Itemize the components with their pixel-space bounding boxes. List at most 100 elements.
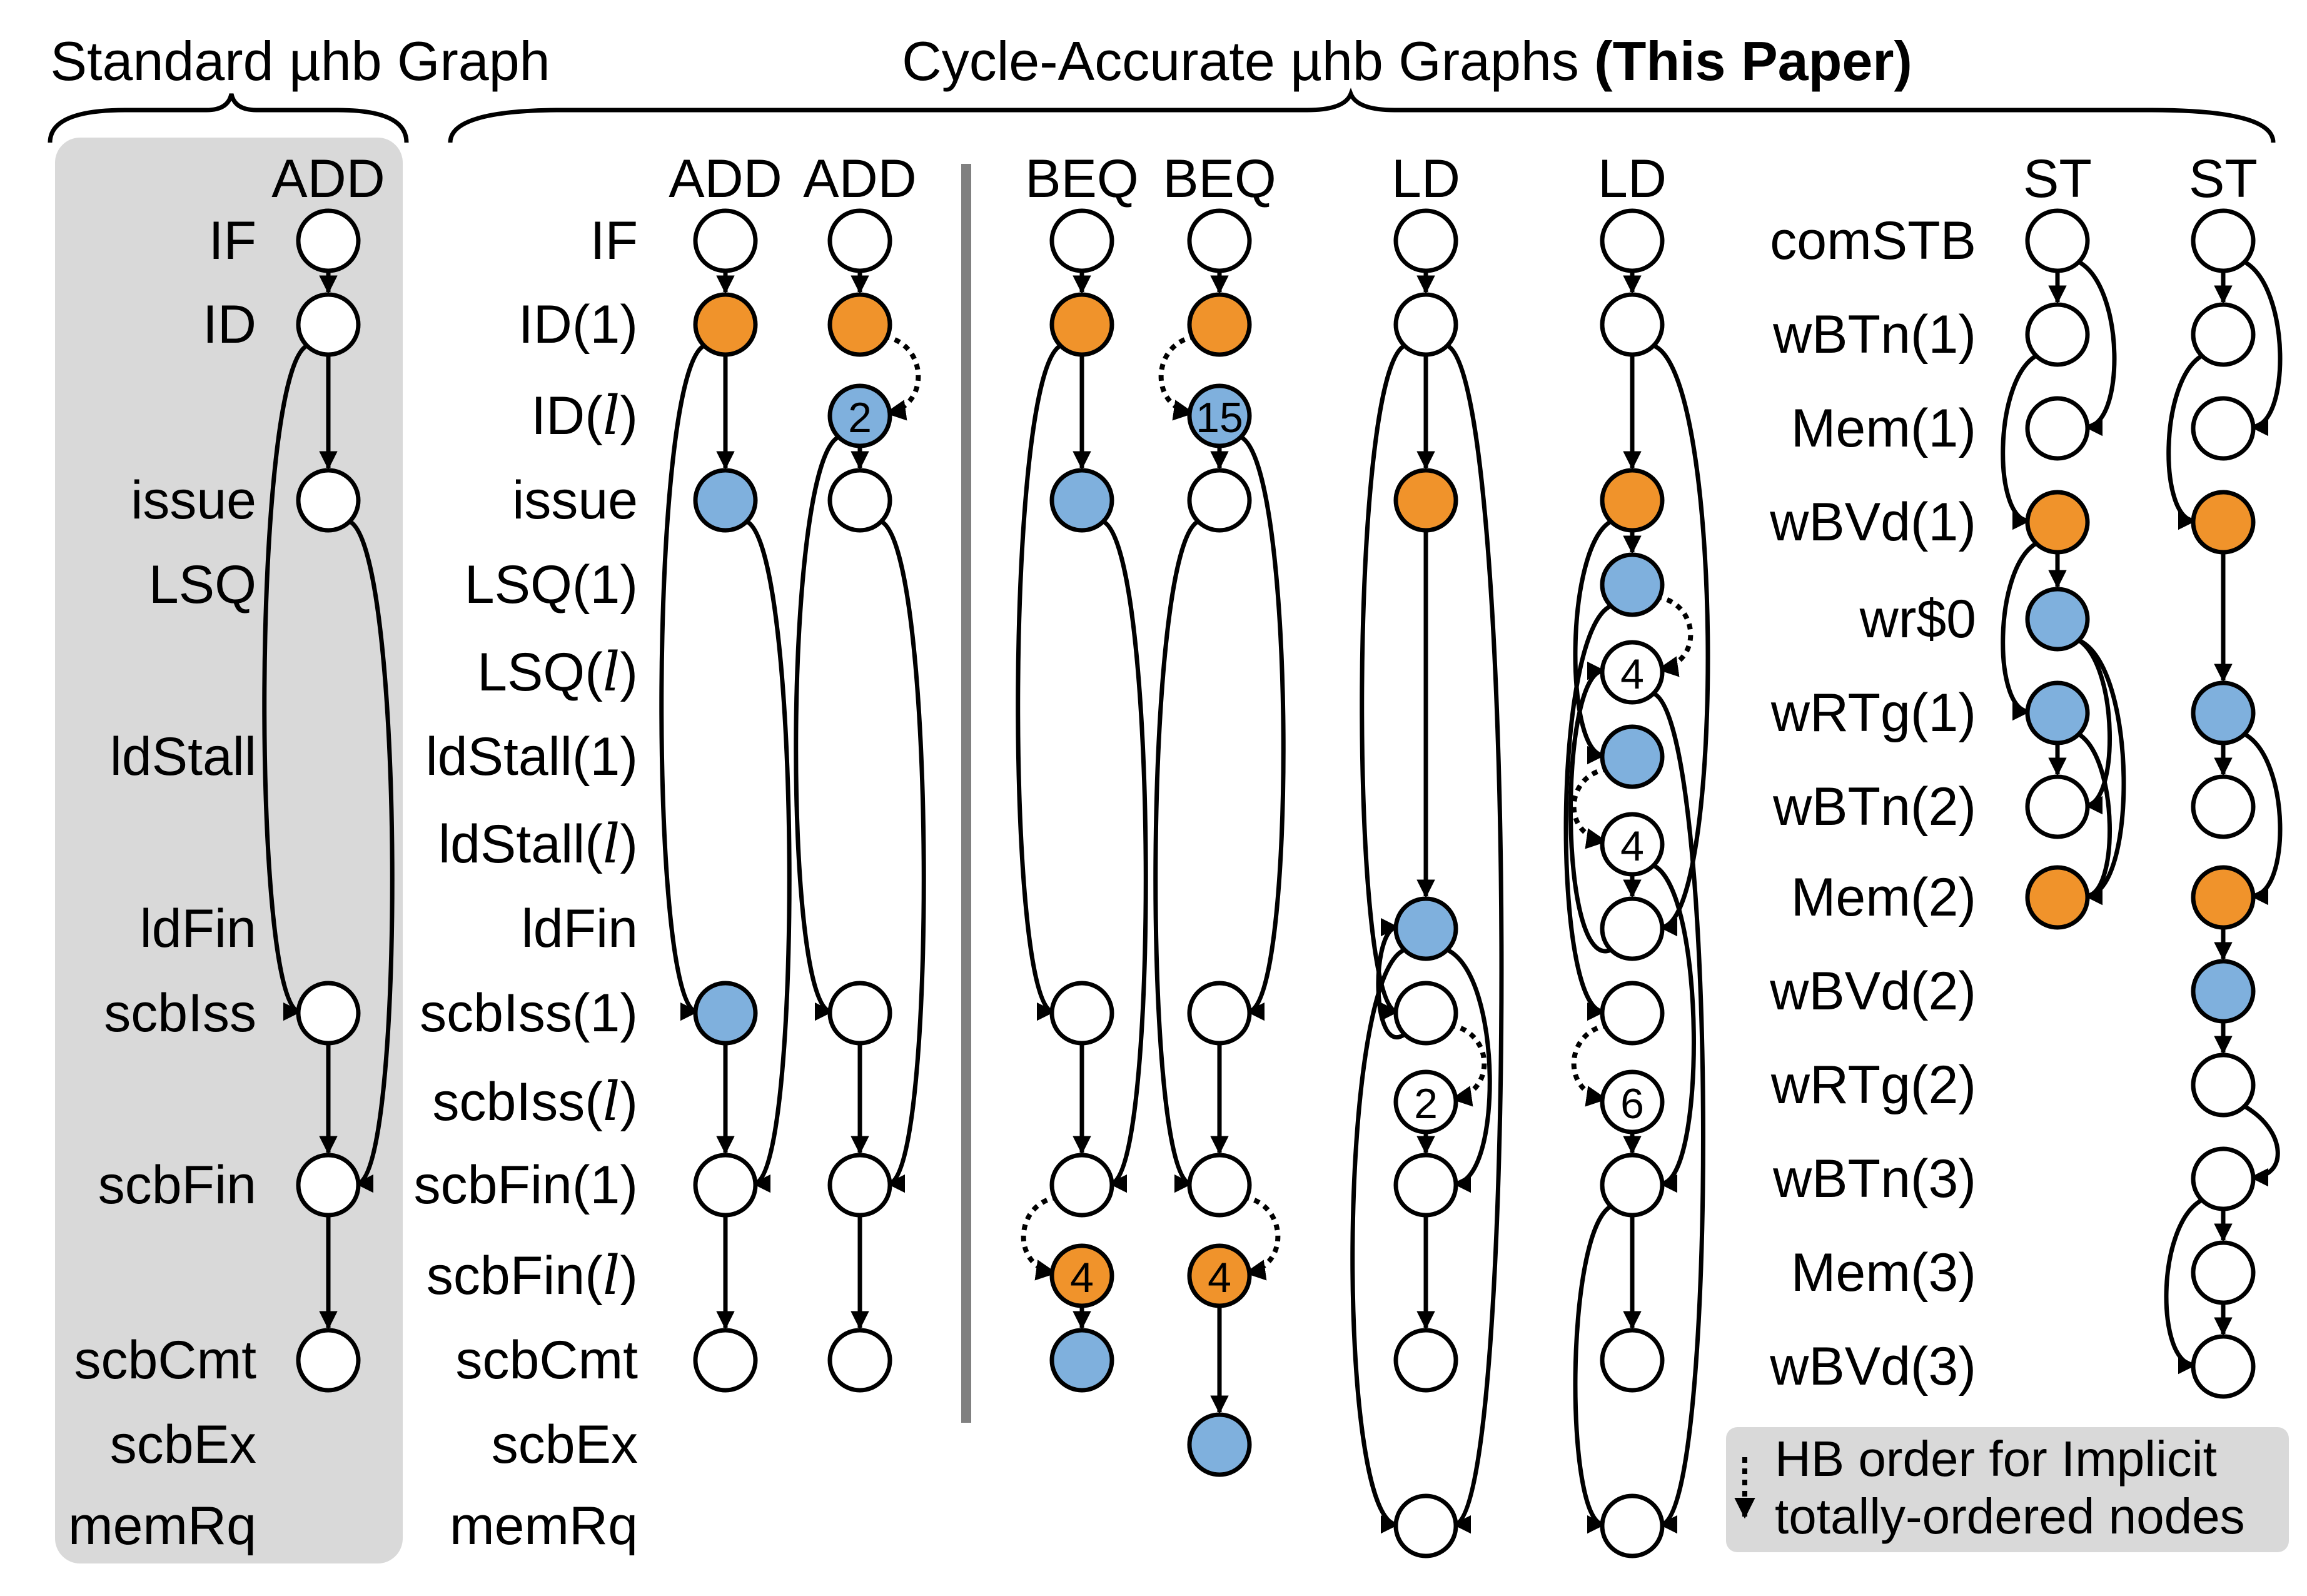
row-label-store-12: wBVd(3) — [1769, 1336, 1976, 1396]
legend: HB order for Implicit totally-ordered no… — [1726, 1427, 2289, 1552]
row-label-cycle-8: ldFin — [522, 899, 638, 959]
node-s1_7 — [2025, 865, 2090, 930]
node-l1_IF — [1393, 208, 1458, 273]
column-label-beq2: BEQ — [1163, 149, 1276, 209]
edge-s2_5-to-s2_7 — [2243, 732, 2283, 906]
row-label-cycle-10: scbIss(l) — [432, 1071, 638, 1133]
edge-l1_ID-to-l1_memRq — [1445, 343, 1504, 1533]
row-label-store-6: wBTn(2) — [1772, 777, 1976, 837]
edge-l2_ldFin-to-l2_LSQl — [1568, 662, 1612, 954]
node-s1_2 — [2025, 396, 2090, 461]
node-a2_scbFin — [827, 1153, 892, 1218]
edge-l2_scbFin-to-l2_memRq — [1573, 1204, 1613, 1534]
row-label-main-2: issue — [131, 470, 256, 530]
node-a1_IF — [693, 208, 758, 273]
node-b1_scbIss — [1049, 981, 1114, 1046]
node-a1_ID — [693, 292, 758, 357]
node-l1_scbFin — [1393, 1153, 1458, 1218]
node-a2_scbIss — [827, 981, 892, 1046]
row-label-cycle-12: scbFin(l) — [427, 1245, 638, 1307]
node-b1_ID — [1049, 292, 1114, 357]
row-label-main-0: IF — [209, 211, 256, 271]
node-s2_0 — [2191, 208, 2256, 273]
node-std_IF — [296, 208, 361, 273]
row-label-cycle-7: ldStall(l) — [438, 813, 638, 876]
cycle-accurate-title-text: Cycle-Accurate µhb Graphs — [902, 30, 1594, 92]
edge-a1_ID-to-a1_scbIss — [659, 343, 706, 1021]
legend-background — [1726, 1427, 2289, 1552]
edge-l2_LSQl-to-l2_memRq — [1652, 691, 1705, 1533]
row-label-cycle-3: issue — [512, 470, 638, 530]
edge-l2_LSQ1-to-l2_LSQl — [1655, 594, 1694, 677]
node-l1_scbIssl — [1393, 1069, 1458, 1134]
row-label-main-3: LSQ — [149, 555, 256, 615]
row-label-cycle-5: LSQ(l) — [477, 641, 638, 704]
node-count-l2_LSQl: 4 — [1620, 650, 1644, 698]
edge-a1_issue-to-a1_scbFin — [745, 519, 792, 1193]
edge-l1_ID-to-l1_scbIss — [1360, 343, 1406, 1021]
legend-line-2: totally-ordered nodes — [1775, 1488, 2245, 1544]
edge-s1_5-to-s1_7 — [2077, 732, 2113, 906]
row-label-main-6: scbIss — [104, 983, 256, 1043]
row-label-cycle-1: ID(1) — [518, 295, 638, 355]
edge-l2_ID-to-l2_ldFin — [1652, 343, 1710, 937]
row-label-cycle-0: IF — [590, 211, 638, 271]
node-b2_scbEx — [1187, 1412, 1252, 1477]
column-label-std: ADD — [271, 149, 385, 209]
node-std_scbFin — [296, 1153, 361, 1218]
node-l2_LSQ1 — [1600, 552, 1665, 617]
node-l1_scbIss — [1393, 981, 1458, 1046]
edge-l2_LSQ1-to-l2_scbIss — [1563, 604, 1613, 1021]
node-count-b1_scbFinl: 4 — [1070, 1254, 1094, 1301]
node-count-b2_IDl: 15 — [1196, 394, 1243, 442]
row-label-store-7: Mem(2) — [1791, 867, 1976, 927]
column-label-ld1: LD — [1391, 149, 1460, 209]
node-s1_1 — [2025, 302, 2090, 367]
row-label-main-9: scbEx — [110, 1415, 256, 1475]
node-a1_issue — [693, 468, 758, 533]
node-s2_1 — [2191, 302, 2256, 367]
row-label-store-1: wBTn(1) — [1772, 305, 1976, 365]
row-label-main-4: ldStall — [110, 727, 256, 787]
node-a2_IF — [827, 208, 892, 273]
node-s2_6 — [2191, 774, 2256, 839]
edge-l2_issue-to-l2_ldStall1 — [1573, 519, 1613, 765]
column-label-st2: ST — [2189, 149, 2258, 209]
node-a1_scbIss — [693, 981, 758, 1046]
node-s2_9 — [2191, 1053, 2256, 1118]
node-a1_scbCmt — [693, 1328, 758, 1393]
node-s1_6 — [2025, 774, 2090, 839]
edge-l1_scbIss-to-l1_scbIssl — [1449, 1023, 1487, 1107]
edge-b1_issue-to-b1_scbFin — [1101, 519, 1148, 1193]
row-label-cycle-9: scbIss(1) — [420, 983, 638, 1043]
node-l2_ldStall1 — [1600, 724, 1665, 789]
edge-s1_1-to-s1_3 — [2001, 353, 2038, 530]
node-s2_2 — [2191, 396, 2256, 461]
node-l2_ldFin — [1600, 896, 1665, 961]
node-a2_ID — [827, 292, 892, 357]
row-label-main-5: ldFin — [140, 899, 256, 959]
node-l2_scbCmt — [1600, 1328, 1665, 1393]
node-count-l2_scbIssl: 6 — [1620, 1080, 1644, 1128]
edge-a2_IDl-to-a2_scbIss — [794, 435, 841, 1021]
node-s1_5 — [2025, 680, 2090, 745]
row-label-cycle-13: scbCmt — [456, 1330, 639, 1390]
node-count-l1_scbIssl: 2 — [1414, 1080, 1438, 1128]
node-l2_ldStalll — [1600, 812, 1665, 877]
row-label-cycle-14: scbEx — [492, 1415, 638, 1475]
node-l1_ID — [1393, 292, 1458, 357]
node-b2_scbIss — [1187, 981, 1252, 1046]
row-label-main-7: scbFin — [98, 1155, 256, 1215]
node-std_scbIss — [296, 981, 361, 1046]
row-label-store-3: wBVd(1) — [1769, 492, 1976, 552]
edge-std_ID-to-std_scbIss — [262, 343, 309, 1021]
cycle-accurate-title-bold: (This Paper) — [1594, 30, 1912, 92]
column-label-add2: ADD — [803, 149, 917, 209]
standard-title-brace — [48, 93, 409, 143]
edge-s1_4-to-s1_7 — [2077, 638, 2126, 906]
cycle-title-brace — [448, 88, 2276, 143]
legend-line-1: HB order for Implicit — [1775, 1431, 2217, 1487]
node-b2_ID — [1187, 292, 1252, 357]
edge-s2_9-to-s2_10 — [2243, 1104, 2280, 1187]
